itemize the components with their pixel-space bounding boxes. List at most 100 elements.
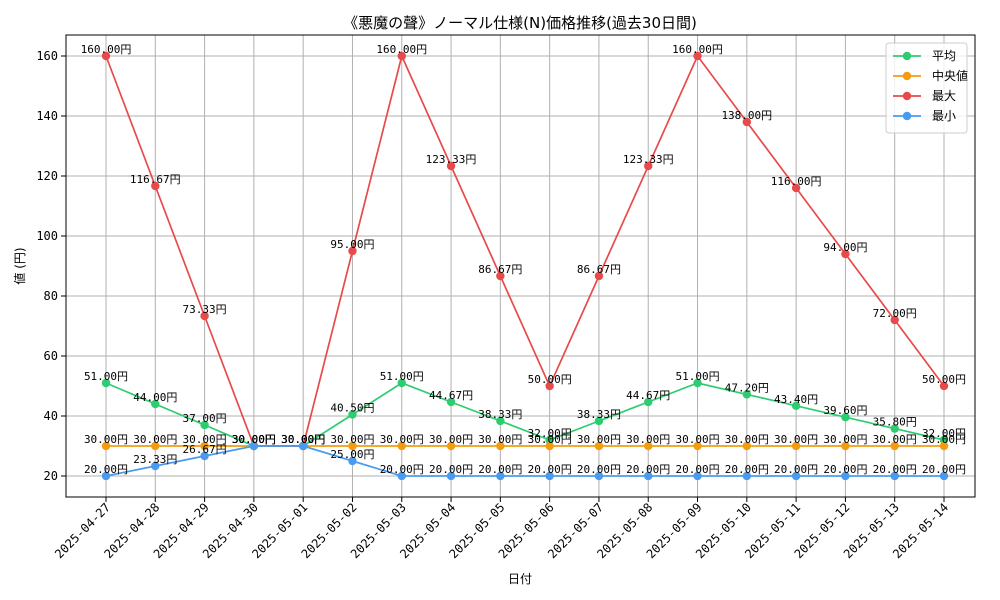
data-label-最小: 20.00円 [478,463,522,476]
data-point-平均 [841,413,850,422]
series-line-最大 [105,53,945,447]
data-labels-layer: 51.00円 44.00円 37.00円 30.00円 30.00円 40.50円 51.0… [81,43,966,476]
data-point-平均 [594,416,604,426]
data-label-平均: 47.20円 [725,381,769,394]
legend-label-最小: 最小 [932,109,956,123]
legend-marker-中央値 [902,71,912,81]
y-axis-ticks: 20 40 60 80 100 120 140 160 [36,49,66,483]
data-label-中央値: 30.00円 [232,433,276,446]
data-label-中央値: 30.00円 [528,433,572,446]
y-tick-label: 140 [36,109,58,123]
data-point-平均 [791,401,801,410]
data-label-最大: 138.00円 [721,109,772,122]
data-label-平均: 37.00円 [183,412,227,425]
data-point-最小 [742,471,752,481]
legend-marker-平均 [902,51,912,61]
data-point-最大 [496,271,505,281]
data-point-最小 [939,471,949,481]
data-point-最小 [348,456,357,466]
y-tick-label: 80 [44,289,58,303]
data-label-平均: 30.00円 [232,433,276,446]
data-label-最小: 25.00円 [330,448,374,461]
data-label-最小: 20.00円 [577,463,621,476]
x-axis-label: 日付 [508,572,532,586]
data-label-中央値: 30.00円 [133,433,177,446]
data-point-平均 [693,378,702,388]
data-label-最小: 20.00円 [873,463,917,476]
data-label-最大: 50.00円 [922,373,966,386]
data-point-最小 [791,471,801,481]
data-point-最小 [545,471,554,481]
data-point-平均 [890,424,899,433]
data-label-平均: 38.33円 [577,408,621,421]
data-label-最大: 95.00円 [330,238,374,251]
y-tick-label: 120 [36,169,58,183]
data-point-中央値 [693,441,702,451]
data-point-最大 [644,161,653,171]
data-point-最大 [200,311,209,321]
data-point-最大 [890,315,899,325]
y-tick-label: 60 [44,349,58,363]
y-tick-label: 20 [44,469,58,483]
data-label-中央値: 30.00円 [183,433,227,446]
data-label-平均: 35.80円 [873,416,917,429]
data-label-中央値: 30.00円 [281,433,325,446]
data-point-中央値 [644,441,653,451]
data-point-平均 [742,390,752,399]
data-point-最小 [693,471,702,481]
data-label-最大: 73.33円 [183,303,227,316]
data-label-平均: 44.67円 [429,389,473,402]
data-point-最大 [446,161,456,171]
data-point-最小 [644,471,653,481]
y-tick-label: 100 [36,229,58,243]
legend-label-中央値: 中央値 [932,68,968,83]
legend-marker-最大 [902,91,912,101]
data-point-平均 [101,378,111,388]
data-point-最小 [890,471,899,481]
data-point-最大 [151,181,160,191]
data-label-平均: 32.00円 [528,427,572,440]
data-label-最小: 30.00円 [281,433,325,446]
data-label-最大: 30.00円 [232,433,276,446]
data-point-最小 [841,471,850,481]
data-label-最大: 123.33円 [623,153,674,166]
legend-frame [885,42,968,134]
data-label-平均: 40.50円 [330,402,374,415]
data-point-中央値 [200,441,209,451]
data-label-最大: 160.00円 [672,43,723,56]
data-point-中央値 [594,441,604,451]
data-point-最小 [446,471,456,481]
data-point-最小 [298,441,308,451]
data-label-最小: 20.00円 [626,463,670,476]
data-label-平均: 44.00円 [133,391,177,404]
chart-title: 《悪魔の聲》ノーマル仕様(N)価格推移(過去30日間) [343,14,697,32]
data-point-中央値 [791,441,801,451]
y-tick-label: 160 [36,49,58,63]
data-point-最小 [249,441,259,451]
data-label-最大: 116.67円 [130,173,181,186]
data-point-最大 [348,246,357,256]
data-label-最小: 23.33円 [133,453,177,466]
data-label-平均: 38.33円 [478,408,522,421]
data-label-最小: 20.00円 [84,463,128,476]
y-axis-label: 値 (円) [12,247,27,284]
data-point-最小 [397,471,406,481]
data-point-平均 [545,435,554,445]
data-point-中央値 [545,441,554,451]
data-point-平均 [939,435,949,445]
data-label-最小: 20.00円 [774,463,818,476]
plot-area-frame [65,34,976,498]
data-label-最小: 20.00円 [429,463,473,476]
data-point-最小 [496,471,505,481]
data-point-中央値 [841,441,850,451]
data-label-平均: 32.00円 [922,427,966,440]
data-label-中央値: 30.00円 [330,433,374,446]
data-point-平均 [644,397,653,407]
data-point-最大 [101,51,111,61]
data-point-中央値 [890,441,899,451]
data-label-平均: 44.67円 [626,389,670,402]
data-label-最小: 20.00円 [725,463,769,476]
data-point-最大 [693,51,702,61]
data-label-中央値: 30.00円 [873,433,917,446]
